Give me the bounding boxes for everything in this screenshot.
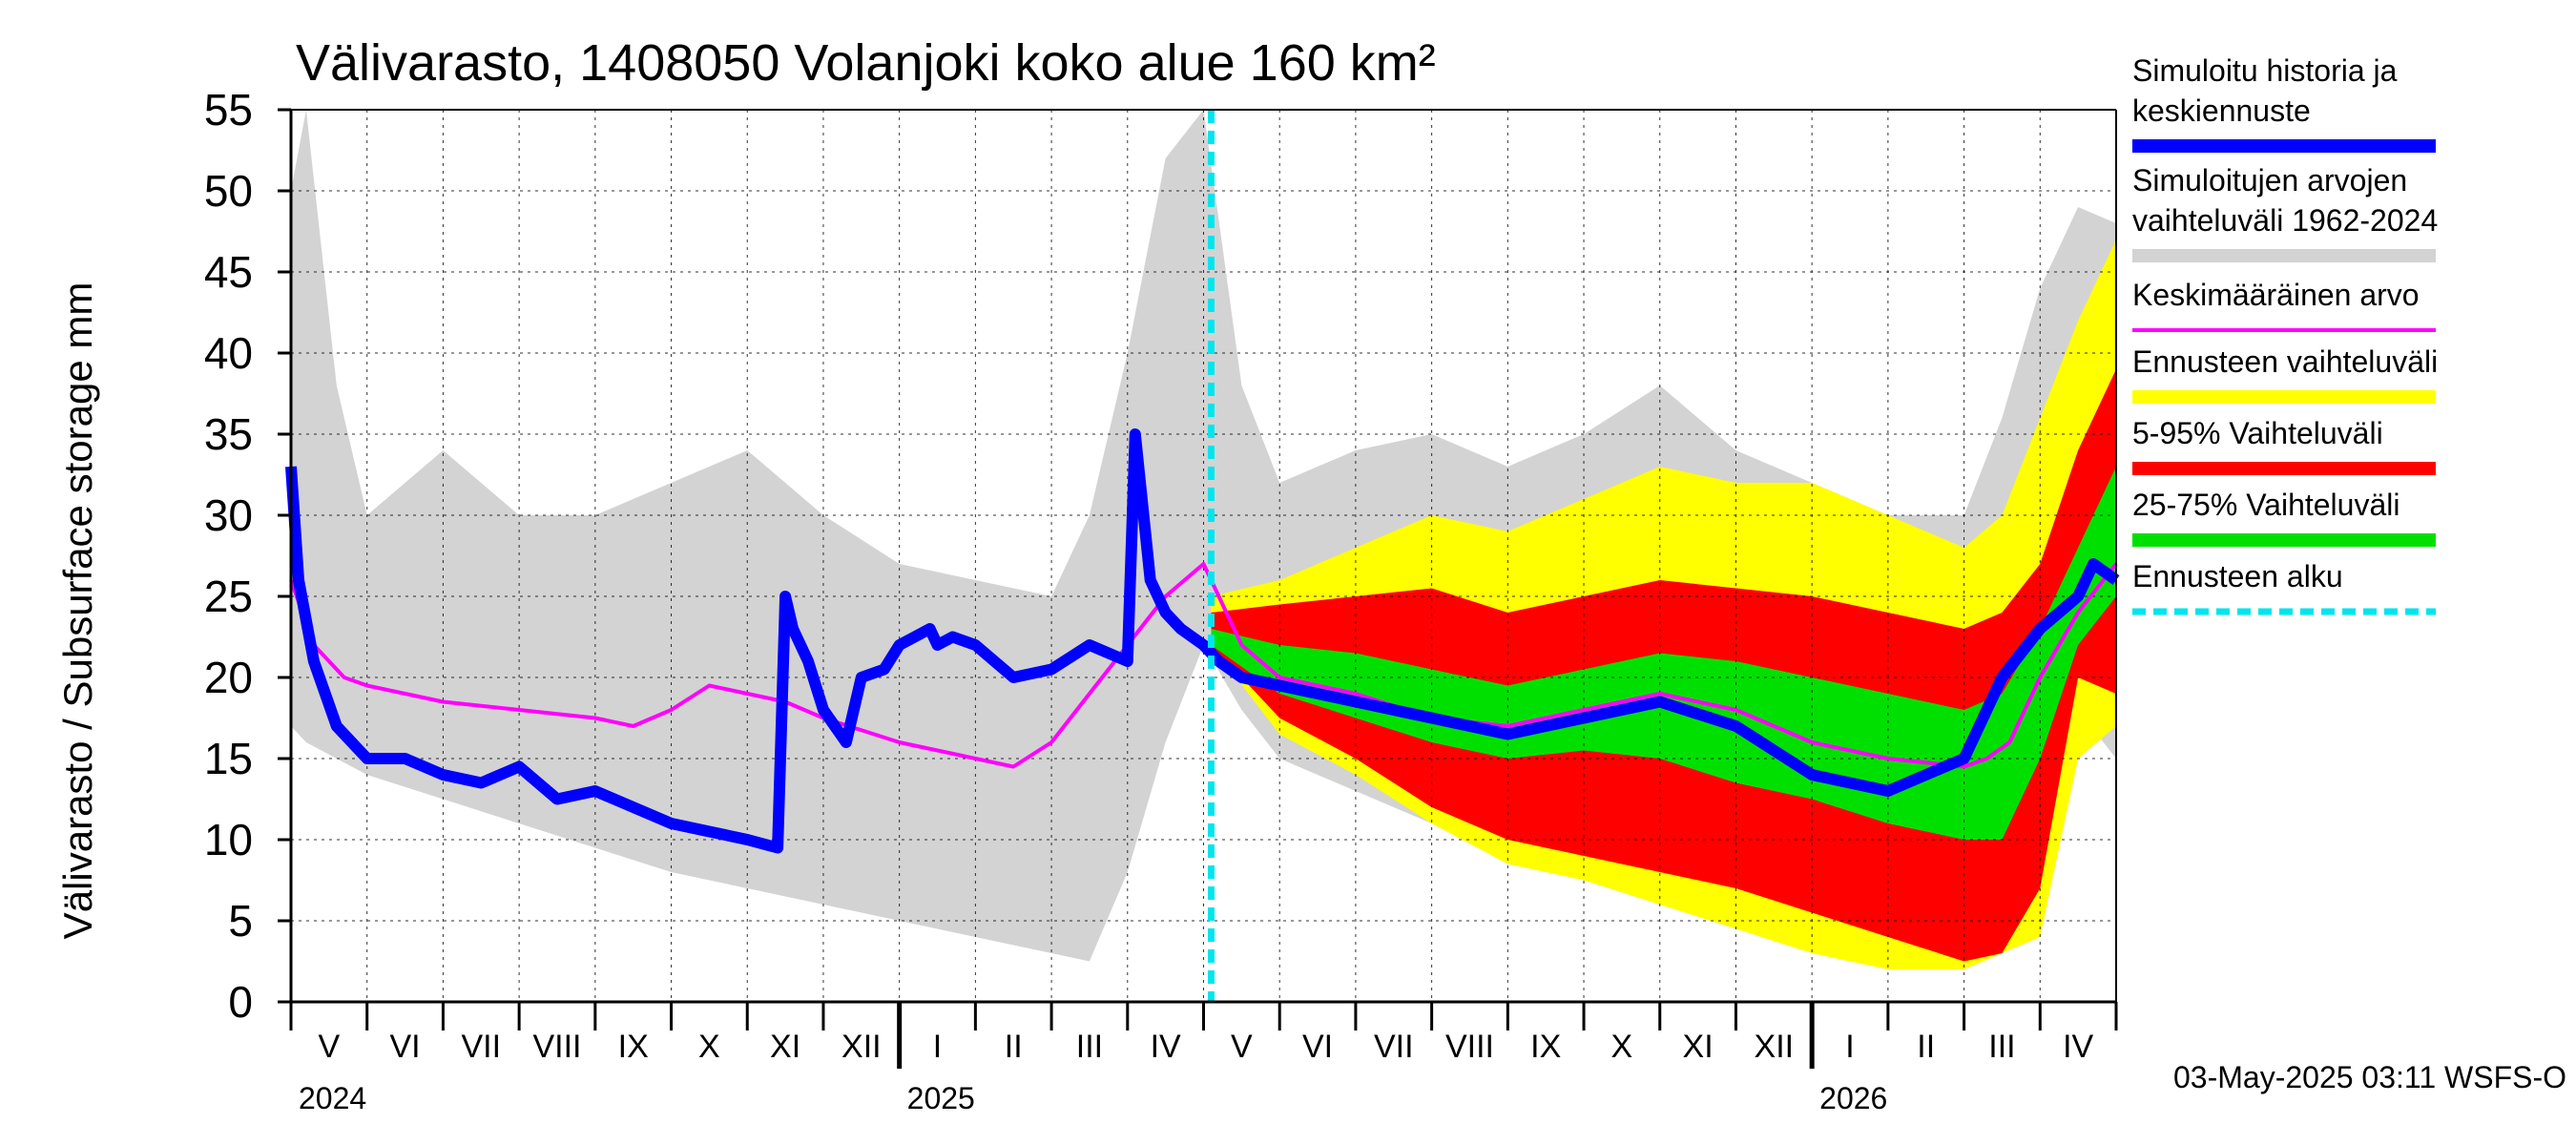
y-axis-label: Välivarasto / Subsurface storage mm [55,282,100,940]
y-tick-label: 40 [204,328,253,378]
month-label: IX [618,1029,649,1065]
series-simuloitu-historia-ja-keskiennuste [285,428,2120,854]
legend-label: keskiennuste [2132,94,2311,128]
legend-label: Keskimääräinen arvo [2132,278,2420,312]
lines-layer [285,110,2120,1002]
legend-label: Simuloitujen arvojen [2132,163,2407,198]
month-label: IV [2063,1029,2093,1065]
legend-label: Simuloitu historia ja [2132,53,2398,88]
month-label: XII [841,1029,882,1065]
y-tick-label: 25 [204,572,253,621]
year-label: 2024 [299,1081,366,1115]
month-label: V [1231,1029,1253,1065]
month-label: IX [1530,1029,1561,1065]
legend-label: 5-95% Vaihteluväli [2132,416,2383,450]
month-label: III [1076,1029,1103,1065]
y-tick-label: 0 [228,977,253,1027]
legend-label: 25-75% Vaihteluväli [2132,488,2399,522]
month-label: XI [1683,1029,1714,1065]
month-label: VI [1302,1029,1333,1065]
month-label: X [698,1029,720,1065]
legend-label: Ennusteen vaihteluväli [2132,344,2438,379]
month-label: I [1845,1029,1854,1065]
month-label: III [1988,1029,2015,1065]
month-label: II [1917,1029,1935,1065]
y-tick-label: 15 [204,734,253,783]
y-tick-label: 5 [228,896,253,946]
y-tick-label: 10 [204,815,253,864]
month-label: IV [1151,1029,1181,1065]
month-label: V [319,1029,341,1065]
y-tick-label: 55 [204,85,253,135]
month-label: VI [390,1029,421,1065]
month-label: VIII [1445,1029,1494,1065]
band-25-75-vaihteluv-li [1211,467,2116,840]
month-label: VIII [532,1029,581,1065]
month-label: VII [461,1029,501,1065]
legend: Simuloitu historia ja keskiennuste Simuloi… [2132,53,2438,615]
month-label: I [933,1029,942,1065]
y-tick-label: 35 [204,409,253,459]
chart-title: Välivarasto, 1408050 Volanjoki koko alue… [296,34,1436,92]
legend-label: vaihteluväli 1962-2024 [2132,203,2438,238]
month-label: XII [1755,1029,1795,1065]
legend-label: Ennusteen alku [2132,559,2343,593]
y-tick-label: 30 [204,490,253,540]
month-label: XI [770,1029,800,1065]
year-label: 2025 [907,1081,975,1115]
y-tick-label: 50 [204,166,253,216]
year-label: 2026 [1819,1081,1887,1115]
month-label: II [1005,1029,1023,1065]
y-tick-label: 45 [204,247,253,297]
y-tick-label: 20 [204,653,253,702]
month-label: X [1611,1029,1633,1065]
month-label: VII [1374,1029,1414,1065]
footer-timestamp: 03-May-2025 03:11 WSFS-O [2173,1060,2566,1094]
